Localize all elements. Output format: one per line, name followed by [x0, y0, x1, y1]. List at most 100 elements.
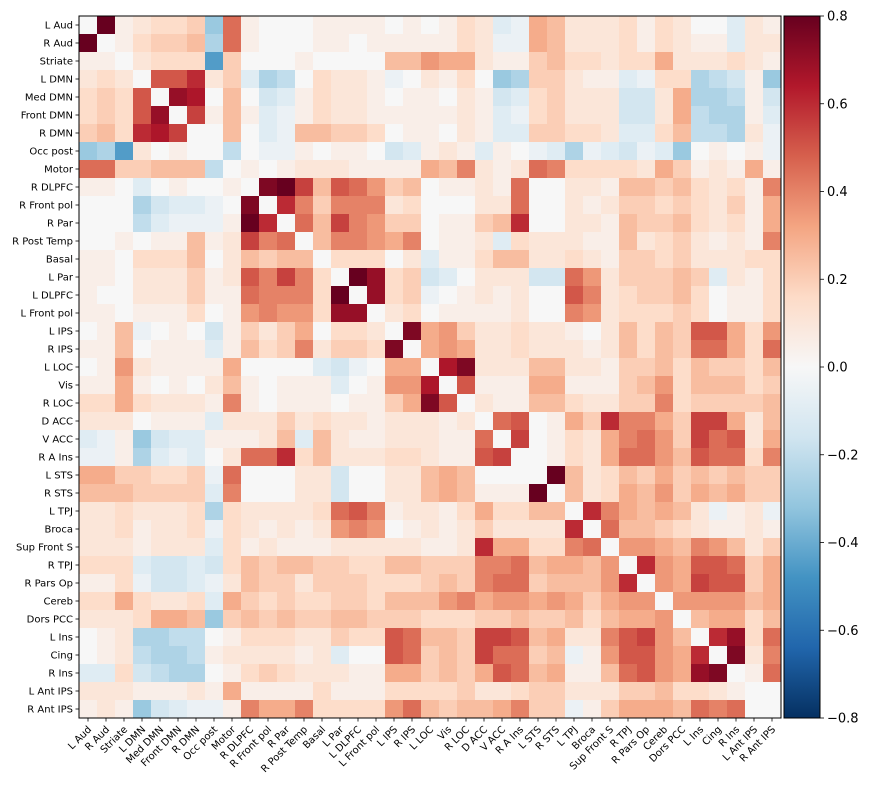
heatmap-cell-17-3	[133, 322, 152, 341]
heatmap-cell-12-23	[493, 232, 512, 251]
heatmap-cell-34-38	[763, 628, 782, 647]
heatmap-cell-5-7	[205, 106, 224, 125]
heatmap-cell-1-32	[655, 34, 674, 53]
heatmap-cell-7-7	[205, 142, 224, 161]
heatmap-cell-5-8	[223, 106, 242, 125]
heatmap-cell-20-18	[403, 376, 422, 395]
heatmap-cell-13-20	[439, 250, 458, 269]
heatmap-cell-38-37	[745, 700, 764, 719]
heatmap-cell-24-16	[367, 448, 386, 467]
heatmap-cell-31-12	[295, 574, 314, 593]
heatmap-cell-14-18	[403, 268, 422, 287]
heatmap-cell-9-16	[367, 178, 386, 197]
heatmap-cell-26-15	[349, 484, 368, 503]
heatmap-cell-15-8	[223, 286, 242, 305]
heatmap-cell-24-21	[457, 448, 476, 467]
heatmap-cell-32-20	[439, 592, 458, 611]
heatmap-cell-24-1	[97, 448, 116, 467]
heatmap-cell-36-6	[187, 664, 206, 683]
heatmap-cell-24-26	[547, 448, 566, 467]
heatmap-cell-16-0	[79, 304, 98, 323]
heatmap-cell-24-27	[565, 448, 584, 467]
heatmap-cell-31-13	[313, 574, 332, 593]
heatmap-cell-22-28	[583, 412, 602, 431]
heatmap-cell-23-6	[187, 430, 206, 449]
heatmap-cell-4-34	[691, 88, 710, 107]
heatmap-cell-18-37	[745, 340, 764, 359]
heatmap-cell-0-38	[763, 16, 782, 35]
heatmap-cell-15-18	[403, 286, 422, 305]
heatmap-cell-24-4	[151, 448, 170, 467]
heatmap-cell-9-18	[403, 178, 422, 197]
heatmap-cell-34-33	[673, 628, 692, 647]
heatmap-cell-18-20	[439, 340, 458, 359]
y-tick-label: R TPJ	[48, 561, 73, 572]
heatmap-cell-28-7	[205, 520, 224, 539]
heatmap-cell-7-29	[601, 142, 620, 161]
heatmap-cell-28-10	[259, 520, 278, 539]
heatmap-cell-10-19	[421, 196, 440, 215]
heatmap-cell-10-5	[169, 196, 188, 215]
heatmap-cell-30-15	[349, 556, 368, 575]
heatmap-cell-18-27	[565, 340, 584, 359]
heatmap-cell-11-28	[583, 214, 602, 233]
heatmap-cell-12-28	[583, 232, 602, 251]
heatmap-cell-6-3	[133, 124, 152, 143]
y-tick-label: R DMN	[39, 129, 73, 140]
heatmap-cell-31-34	[691, 574, 710, 593]
heatmap-cell-5-10	[259, 106, 278, 125]
heatmap-cell-9-0	[79, 178, 98, 197]
heatmap-cell-30-14	[331, 556, 350, 575]
heatmap-cell-24-0	[79, 448, 98, 467]
heatmap-cell-13-17	[385, 250, 404, 269]
heatmap-cell-37-8	[223, 682, 242, 701]
heatmap-cell-3-6	[187, 70, 206, 89]
heatmap-cell-31-0	[79, 574, 98, 593]
heatmap-cell-22-36	[727, 412, 746, 431]
heatmap-cell-22-0	[79, 412, 98, 431]
heatmap-cell-19-6	[187, 358, 206, 377]
heatmap-cell-19-14	[331, 358, 350, 377]
heatmap-cell-19-36	[727, 358, 746, 377]
heatmap-cell-33-14	[331, 610, 350, 629]
heatmap-cell-38-32	[655, 700, 674, 719]
heatmap-cell-8-25	[529, 160, 548, 179]
heatmap-cell-21-26	[547, 394, 566, 413]
heatmap-cell-18-5	[169, 340, 188, 359]
heatmap-cell-22-29	[601, 412, 620, 431]
heatmap-cell-12-32	[655, 232, 674, 251]
heatmap-cell-9-21	[457, 178, 476, 197]
heatmap-cell-31-35	[709, 574, 728, 593]
heatmap-cell-23-20	[439, 430, 458, 449]
heatmap-cell-13-5	[169, 250, 188, 269]
heatmap-cell-35-12	[295, 646, 314, 665]
heatmap-cell-28-18	[403, 520, 422, 539]
heatmap-cell-23-24	[511, 430, 530, 449]
heatmap-cell-10-33	[673, 196, 692, 215]
y-tick-label: L LOC	[44, 363, 73, 374]
heatmap-cell-31-4	[151, 574, 170, 593]
heatmap-cell-24-30	[619, 448, 638, 467]
heatmap-cell-21-25	[529, 394, 548, 413]
heatmap-cell-19-34	[691, 358, 710, 377]
heatmap-cell-4-26	[547, 88, 566, 107]
heatmap-cell-1-23	[493, 34, 512, 53]
heatmap-cell-28-23	[493, 520, 512, 539]
y-tick-label: D ACC	[41, 417, 73, 428]
heatmap-cell-3-7	[205, 70, 224, 89]
heatmap-cell-18-23	[493, 340, 512, 359]
heatmap-cell-8-29	[601, 160, 620, 179]
heatmap-cell-12-7	[205, 232, 224, 251]
heatmap-cell-33-16	[367, 610, 386, 629]
heatmap-cell-16-31	[637, 304, 656, 323]
heatmap-cell-18-10	[259, 340, 278, 359]
colorbar-tick-label: −0.2	[827, 448, 859, 463]
heatmap-cell-16-4	[151, 304, 170, 323]
heatmap-cell-31-6	[187, 574, 206, 593]
heatmap-cell-37-35	[709, 682, 728, 701]
heatmap-cell-37-3	[133, 682, 152, 701]
heatmap-cell-20-8	[223, 376, 242, 395]
heatmap-cell-1-21	[457, 34, 476, 53]
heatmap-cell-38-9	[241, 700, 260, 719]
heatmap-cell-8-21	[457, 160, 476, 179]
